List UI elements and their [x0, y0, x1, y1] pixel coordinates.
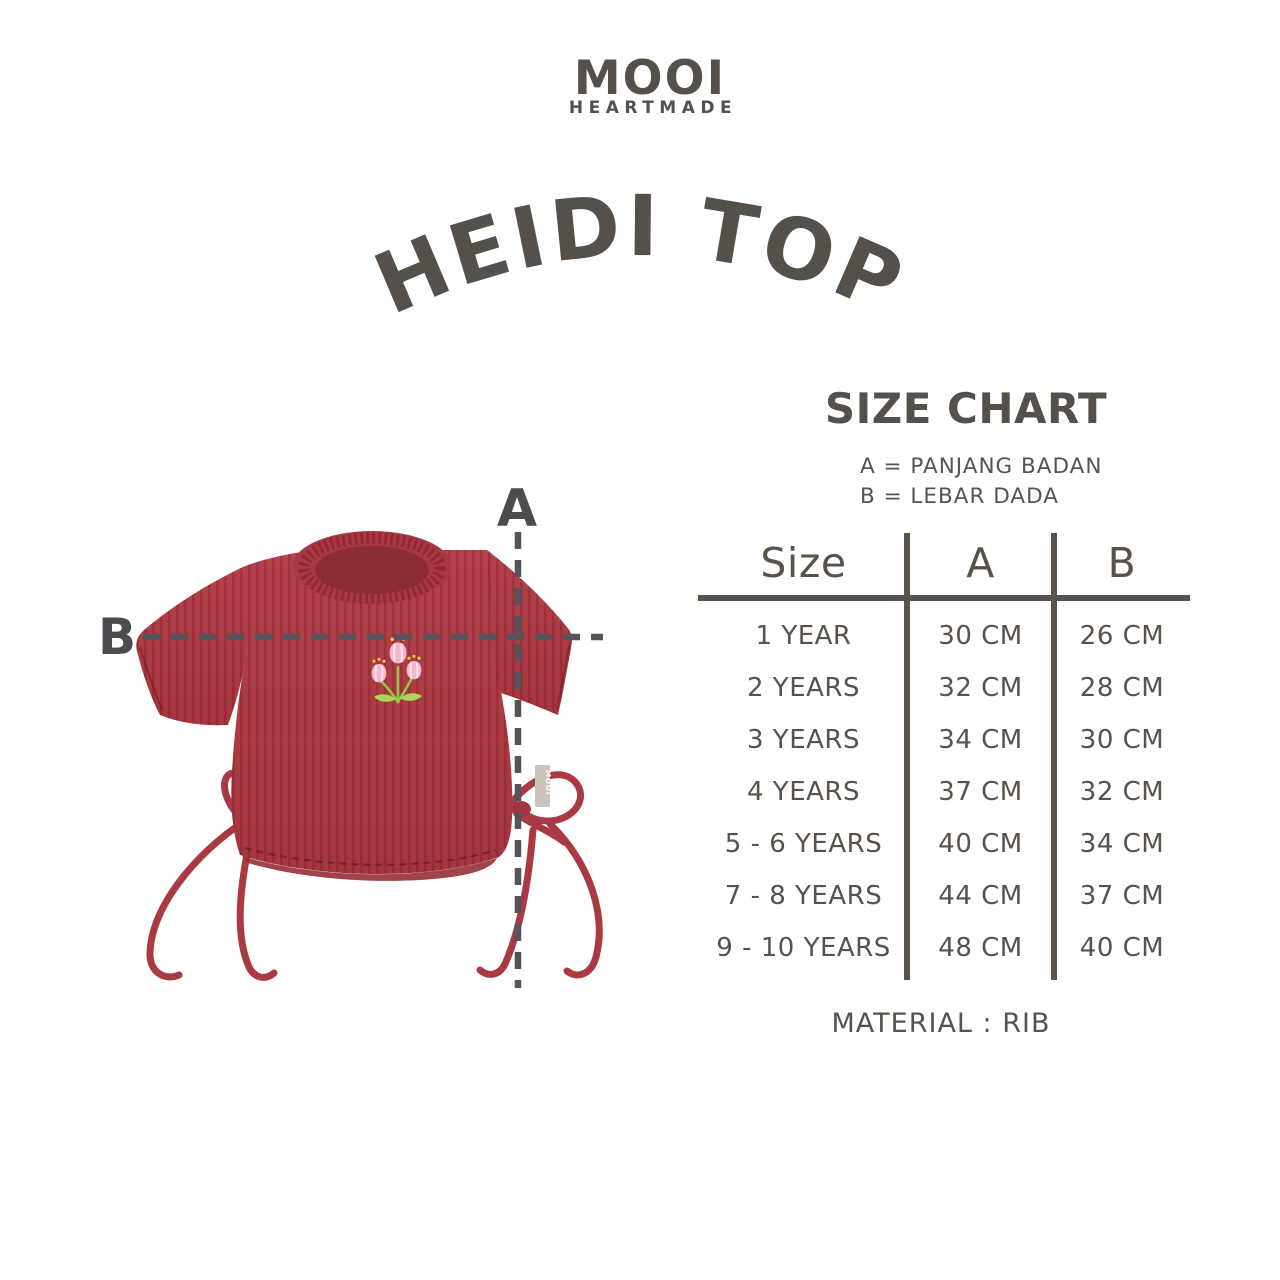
- table-divider-1: [904, 533, 910, 980]
- cell-b: 32 CM: [1079, 777, 1165, 807]
- column-header-a: A: [966, 539, 995, 587]
- cell-b: 26 CM: [1079, 621, 1165, 651]
- cell-b: 34 CM: [1079, 829, 1165, 859]
- shirt-body: [136, 550, 572, 881]
- shirt-collar: [292, 531, 452, 604]
- column-header-size: Size: [760, 539, 847, 587]
- measurement-label-a: A: [497, 479, 537, 539]
- table-row: 1 YEAR 30 CM 26 CM: [700, 610, 1190, 662]
- cell-size: 3 YEARS: [747, 725, 860, 755]
- cell-a: 34 CM: [938, 725, 1023, 755]
- brand-tag-label: MOOI: [544, 770, 552, 795]
- cell-size: 5 - 6 YEARS: [724, 829, 883, 859]
- cell-b: 40 CM: [1079, 933, 1165, 963]
- brand-tagline: HEARTMADE: [568, 98, 738, 118]
- brand-logo: MOOI: [573, 51, 727, 106]
- cell-b: 28 CM: [1079, 673, 1165, 703]
- column-header-b: B: [1107, 539, 1137, 587]
- product-title: HEIDI TOP: [361, 176, 915, 333]
- table-row: 5 - 6 YEARS 40 CM 34 CM: [700, 818, 1190, 870]
- cell-a: 44 CM: [938, 881, 1023, 911]
- size-table-body: 1 YEAR 30 CM 26 CM 2 YEARS 32 CM 28 CM 3…: [700, 604, 1190, 974]
- cell-a: 37 CM: [938, 777, 1023, 807]
- cell-size: 4 YEARS: [747, 777, 860, 807]
- legend-line-b: B = LEBAR DADA: [860, 484, 1059, 509]
- brand-tag: MOOI: [535, 765, 552, 807]
- cell-size: 2 YEARS: [747, 673, 860, 703]
- svg-text:HEIDI TOP: HEIDI TOP: [361, 176, 919, 333]
- cell-a: 32 CM: [938, 673, 1023, 703]
- table-divider-2: [1051, 533, 1057, 980]
- cell-size: 7 - 8 YEARS: [724, 881, 883, 911]
- hem-shadow: [242, 856, 497, 881]
- size-chart-heading: SIZE CHART: [824, 384, 1108, 433]
- legend-line-a: A = PANJANG BADAN: [860, 454, 1103, 479]
- cell-b: 30 CM: [1079, 725, 1165, 755]
- table-header-rule: [698, 595, 1190, 601]
- table-row: 3 YEARS 34 CM 30 CM: [700, 714, 1190, 766]
- cell-size: 1 YEAR: [755, 621, 852, 651]
- table-row: 7 - 8 YEARS 44 CM 37 CM: [700, 870, 1190, 922]
- shirt-measurement-diagram: MOOI A B: [98, 479, 603, 988]
- measurement-label-b: B: [98, 608, 136, 666]
- table-row: 9 - 10 YEARS 48 CM 40 CM: [700, 922, 1190, 974]
- table-row: 2 YEARS 32 CM 28 CM: [700, 662, 1190, 714]
- cell-b: 37 CM: [1079, 881, 1165, 911]
- cell-a: 40 CM: [938, 829, 1023, 859]
- table-row: 4 YEARS 37 CM 32 CM: [700, 766, 1190, 818]
- material-note: MATERIAL : RIB: [831, 1008, 1051, 1039]
- cell-a: 30 CM: [938, 621, 1023, 651]
- size-table-header: Size A B: [700, 533, 1190, 593]
- cell-size: 9 - 10 YEARS: [716, 933, 891, 963]
- tulip-embroidery: [370, 634, 423, 704]
- measurement-legend: A = PANJANG BADAN B = LEBAR DADA: [860, 452, 1102, 512]
- product-title-arch: HEIDI TOP: [361, 176, 919, 333]
- cell-a: 48 CM: [938, 933, 1023, 963]
